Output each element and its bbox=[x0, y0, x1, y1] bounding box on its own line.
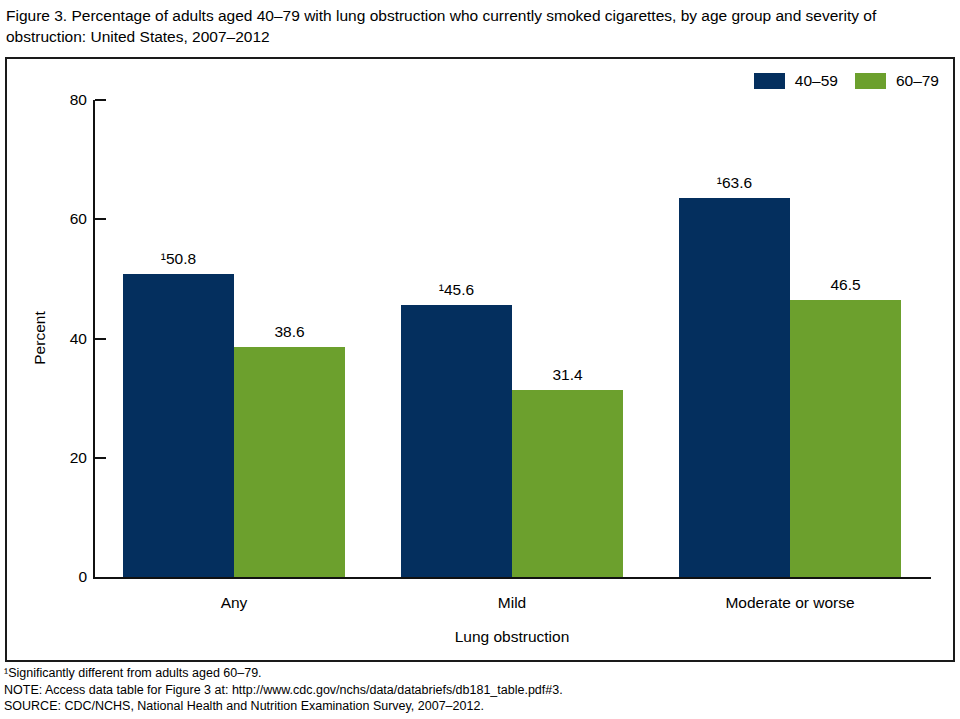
bar-value-label: ¹50.8 bbox=[124, 249, 234, 269]
y-tick-label: 80 bbox=[37, 90, 87, 110]
footnote-significance: ¹Significantly different from adults age… bbox=[4, 665, 563, 682]
y-tick-label: 40 bbox=[37, 329, 87, 349]
y-tick-label: 0 bbox=[37, 567, 87, 587]
y-tick-label: 20 bbox=[37, 448, 87, 468]
x-axis-line bbox=[93, 577, 931, 579]
y-axis-tick bbox=[95, 457, 106, 459]
legend-label: 60–79 bbox=[896, 72, 939, 90]
legend-swatch bbox=[754, 73, 785, 89]
footnote-source: SOURCE: CDC/NCHS, National Health and Nu… bbox=[4, 698, 563, 715]
legend: 40–59 60–79 bbox=[737, 70, 939, 92]
footnote-note: NOTE: Access data table for Figure 3 at:… bbox=[4, 682, 563, 699]
y-axis-tick bbox=[95, 218, 106, 220]
y-axis-tick bbox=[95, 338, 106, 340]
category-label: Any bbox=[124, 594, 344, 612]
bar-value-label: ¹45.6 bbox=[402, 280, 512, 300]
bar-s1-c2 bbox=[790, 300, 901, 577]
bar-s0-c2 bbox=[679, 198, 790, 577]
bar-value-label: 31.4 bbox=[513, 365, 623, 385]
legend-item-1: 60–79 bbox=[855, 72, 939, 90]
bar-value-label: 46.5 bbox=[791, 275, 901, 295]
y-axis-tick bbox=[95, 99, 106, 101]
bar-s1-c0 bbox=[234, 347, 345, 577]
bar-s1-c1 bbox=[512, 390, 623, 577]
footnotes: ¹Significantly different from adults age… bbox=[4, 665, 563, 715]
y-axis-line bbox=[93, 100, 95, 579]
y-tick-label: 60 bbox=[37, 209, 87, 229]
category-label: Moderate or worse bbox=[680, 594, 900, 612]
x-axis-title: Lung obstruction bbox=[362, 628, 662, 646]
category-label: Mild bbox=[402, 594, 622, 612]
legend-item-0: 40–59 bbox=[754, 72, 838, 90]
legend-label: 40–59 bbox=[795, 72, 838, 90]
legend-swatch bbox=[855, 73, 886, 89]
bar-value-label: 38.6 bbox=[235, 322, 345, 342]
bar-s0-c1 bbox=[401, 305, 512, 577]
bar-value-label: ¹63.6 bbox=[680, 173, 790, 193]
bar-s0-c0 bbox=[123, 274, 234, 577]
figure-title: Figure 3. Percentage of adults aged 40–7… bbox=[6, 5, 938, 47]
figure-page: Figure 3. Percentage of adults aged 40–7… bbox=[0, 0, 960, 719]
